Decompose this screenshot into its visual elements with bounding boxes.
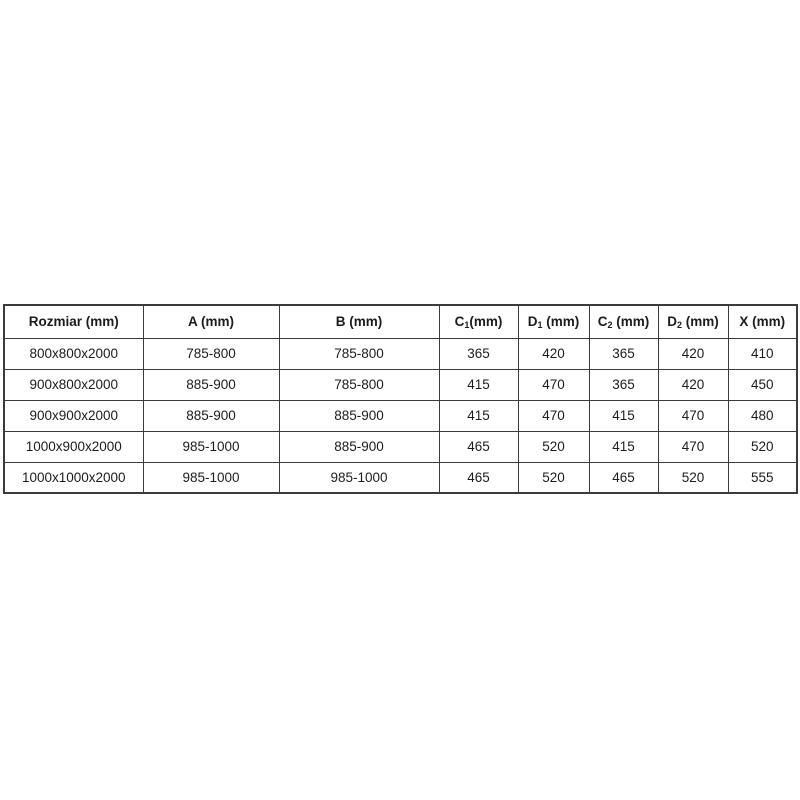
column-header-d1: D1 (mm) (517, 304, 590, 339)
table-cell: 520 (657, 461, 729, 494)
size-spec-table: Rozmiar (mm) A (mm) B (mm) C1(mm) D1 (mm… (3, 304, 798, 494)
table-cell: 800x800x2000 (3, 337, 144, 370)
table-cell: 885-900 (142, 399, 280, 432)
table-cell: 885-900 (278, 430, 440, 463)
table-cell: 415 (438, 399, 519, 432)
table-cell: 520 (517, 461, 590, 494)
table-cell: 785-800 (278, 368, 440, 401)
table-cell: 900x800x2000 (3, 368, 144, 401)
table-cell: 365 (438, 337, 519, 370)
column-header-b: B (mm) (278, 304, 440, 339)
column-header-x: X (mm) (727, 304, 798, 339)
table-cell: 985-1000 (142, 430, 280, 463)
table-cell: 420 (657, 368, 729, 401)
header-row: Rozmiar (mm) A (mm) B (mm) C1(mm) D1 (mm… (3, 304, 798, 339)
table-cell: 785-800 (142, 337, 280, 370)
table-cell: 465 (438, 430, 519, 463)
table-cell: 885-900 (278, 399, 440, 432)
table-cell: 785-800 (278, 337, 440, 370)
table-row: 900x900x2000 885-900 885-900 415 470 415… (3, 399, 798, 432)
size-table-region: Rozmiar (mm) A (mm) B (mm) C1(mm) D1 (mm… (3, 304, 798, 494)
column-header-c2: C2 (mm) (588, 304, 659, 339)
table-cell: 420 (657, 337, 729, 370)
table-cell: 465 (588, 461, 659, 494)
table-cell: 985-1000 (142, 461, 280, 494)
table-row: 800x800x2000 785-800 785-800 365 420 365… (3, 337, 798, 370)
table-cell: 465 (438, 461, 519, 494)
table-cell: 1000x900x2000 (3, 430, 144, 463)
column-header-a: A (mm) (142, 304, 280, 339)
table-cell: 410 (727, 337, 798, 370)
table-cell: 415 (438, 368, 519, 401)
table-cell: 415 (588, 430, 659, 463)
table-cell: 470 (517, 368, 590, 401)
column-header-c1: C1(mm) (438, 304, 519, 339)
table-cell: 450 (727, 368, 798, 401)
table-cell: 420 (517, 337, 590, 370)
table-cell: 415 (588, 399, 659, 432)
table-row: 1000x1000x2000 985-1000 985-1000 465 520… (3, 461, 798, 494)
table-row: 1000x900x2000 985-1000 885-900 465 520 4… (3, 430, 798, 463)
table-cell: 520 (517, 430, 590, 463)
table-cell: 985-1000 (278, 461, 440, 494)
table-cell: 365 (588, 337, 659, 370)
table-cell: 1000x1000x2000 (3, 461, 144, 494)
table-cell: 365 (588, 368, 659, 401)
column-header-rozmiar: Rozmiar (mm) (3, 304, 144, 339)
table-cell: 555 (727, 461, 798, 494)
table-cell: 885-900 (142, 368, 280, 401)
table-cell: 470 (657, 399, 729, 432)
table-cell: 470 (517, 399, 590, 432)
table-cell: 900x900x2000 (3, 399, 144, 432)
table-cell: 520 (727, 430, 798, 463)
table-row: 900x800x2000 885-900 785-800 415 470 365… (3, 368, 798, 401)
column-header-d2: D2 (mm) (657, 304, 729, 339)
table-cell: 470 (657, 430, 729, 463)
table-cell: 480 (727, 399, 798, 432)
